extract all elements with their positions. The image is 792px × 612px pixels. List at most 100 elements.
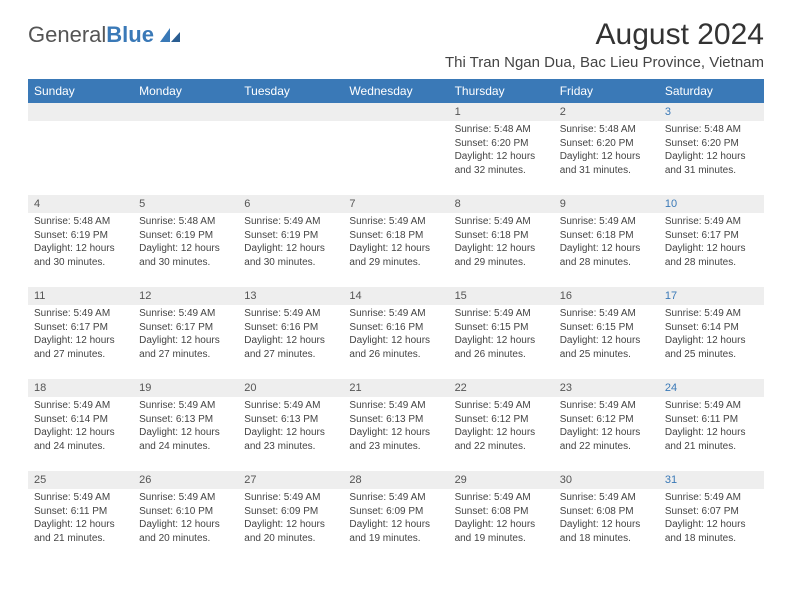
calendar-day-cell: 5Sunrise: 5:48 AMSunset: 6:19 PMDaylight… — [133, 195, 238, 287]
calendar-day-cell: 26Sunrise: 5:49 AMSunset: 6:10 PMDayligh… — [133, 471, 238, 563]
calendar-day-cell: 4Sunrise: 5:48 AMSunset: 6:19 PMDaylight… — [28, 195, 133, 287]
calendar-day-cell: 3Sunrise: 5:48 AMSunset: 6:20 PMDaylight… — [659, 103, 764, 195]
day-number: 15 — [449, 287, 554, 305]
day-details: Sunrise: 5:49 AMSunset: 6:08 PMDaylight:… — [449, 489, 554, 549]
day-details: Sunrise: 5:49 AMSunset: 6:18 PMDaylight:… — [449, 213, 554, 273]
day-details: Sunrise: 5:49 AMSunset: 6:17 PMDaylight:… — [659, 213, 764, 273]
day-number: 28 — [343, 471, 448, 489]
calendar-day-cell: 2Sunrise: 5:48 AMSunset: 6:20 PMDaylight… — [554, 103, 659, 195]
day-number: 19 — [133, 379, 238, 397]
day-details: Sunrise: 5:49 AMSunset: 6:13 PMDaylight:… — [343, 397, 448, 457]
calendar-day-cell: 22Sunrise: 5:49 AMSunset: 6:12 PMDayligh… — [449, 379, 554, 471]
day-number: 13 — [238, 287, 343, 305]
title-block: August 2024 Thi Tran Ngan Dua, Bac Lieu … — [445, 18, 764, 71]
day-number: 9 — [554, 195, 659, 213]
calendar-day-cell: 14Sunrise: 5:49 AMSunset: 6:16 PMDayligh… — [343, 287, 448, 379]
day-number — [28, 103, 133, 121]
calendar-day-cell: 24Sunrise: 5:49 AMSunset: 6:11 PMDayligh… — [659, 379, 764, 471]
day-number: 22 — [449, 379, 554, 397]
day-details: Sunrise: 5:48 AMSunset: 6:19 PMDaylight:… — [28, 213, 133, 273]
day-details: Sunrise: 5:48 AMSunset: 6:20 PMDaylight:… — [554, 121, 659, 181]
calendar-day-cell: 29Sunrise: 5:49 AMSunset: 6:08 PMDayligh… — [449, 471, 554, 563]
weekday-header: Sunday — [28, 79, 133, 103]
day-details: Sunrise: 5:49 AMSunset: 6:12 PMDaylight:… — [554, 397, 659, 457]
day-details: Sunrise: 5:49 AMSunset: 6:09 PMDaylight:… — [238, 489, 343, 549]
weekday-header: Saturday — [659, 79, 764, 103]
calendar-body: 1Sunrise: 5:48 AMSunset: 6:20 PMDaylight… — [28, 103, 764, 563]
day-details: Sunrise: 5:49 AMSunset: 6:13 PMDaylight:… — [238, 397, 343, 457]
header: GeneralBlue August 2024 Thi Tran Ngan Du… — [28, 18, 764, 71]
day-details: Sunrise: 5:48 AMSunset: 6:20 PMDaylight:… — [449, 121, 554, 181]
calendar-day-cell: 19Sunrise: 5:49 AMSunset: 6:13 PMDayligh… — [133, 379, 238, 471]
day-details: Sunrise: 5:49 AMSunset: 6:16 PMDaylight:… — [238, 305, 343, 365]
day-number: 18 — [28, 379, 133, 397]
day-details: Sunrise: 5:49 AMSunset: 6:18 PMDaylight:… — [343, 213, 448, 273]
calendar-week-row: 11Sunrise: 5:49 AMSunset: 6:17 PMDayligh… — [28, 287, 764, 379]
calendar-day-cell: 10Sunrise: 5:49 AMSunset: 6:17 PMDayligh… — [659, 195, 764, 287]
calendar-day-cell: 18Sunrise: 5:49 AMSunset: 6:14 PMDayligh… — [28, 379, 133, 471]
day-details: Sunrise: 5:49 AMSunset: 6:11 PMDaylight:… — [28, 489, 133, 549]
day-number: 7 — [343, 195, 448, 213]
day-number: 4 — [28, 195, 133, 213]
calendar-day-cell: 28Sunrise: 5:49 AMSunset: 6:09 PMDayligh… — [343, 471, 448, 563]
calendar-day-cell: 25Sunrise: 5:49 AMSunset: 6:11 PMDayligh… — [28, 471, 133, 563]
weekday-header: Tuesday — [238, 79, 343, 103]
calendar-day-cell: 1Sunrise: 5:48 AMSunset: 6:20 PMDaylight… — [449, 103, 554, 195]
calendar-day-cell: 17Sunrise: 5:49 AMSunset: 6:14 PMDayligh… — [659, 287, 764, 379]
calendar-day-cell: 15Sunrise: 5:49 AMSunset: 6:15 PMDayligh… — [449, 287, 554, 379]
day-details: Sunrise: 5:49 AMSunset: 6:16 PMDaylight:… — [343, 305, 448, 365]
calendar-day-cell — [343, 103, 448, 195]
day-number — [343, 103, 448, 121]
day-number: 26 — [133, 471, 238, 489]
day-number: 5 — [133, 195, 238, 213]
day-number: 12 — [133, 287, 238, 305]
day-details: Sunrise: 5:49 AMSunset: 6:17 PMDaylight:… — [133, 305, 238, 365]
weekday-header: Thursday — [449, 79, 554, 103]
calendar-table: SundayMondayTuesdayWednesdayThursdayFrid… — [28, 79, 764, 563]
calendar-week-row: 1Sunrise: 5:48 AMSunset: 6:20 PMDaylight… — [28, 103, 764, 195]
day-details: Sunrise: 5:48 AMSunset: 6:20 PMDaylight:… — [659, 121, 764, 181]
day-details: Sunrise: 5:49 AMSunset: 6:15 PMDaylight:… — [554, 305, 659, 365]
day-details: Sunrise: 5:48 AMSunset: 6:19 PMDaylight:… — [133, 213, 238, 273]
logo-text-blue: Blue — [106, 22, 154, 48]
calendar-day-cell: 8Sunrise: 5:49 AMSunset: 6:18 PMDaylight… — [449, 195, 554, 287]
day-number: 6 — [238, 195, 343, 213]
day-details: Sunrise: 5:49 AMSunset: 6:08 PMDaylight:… — [554, 489, 659, 549]
logo-text-general: General — [28, 22, 106, 48]
calendar-day-cell: 31Sunrise: 5:49 AMSunset: 6:07 PMDayligh… — [659, 471, 764, 563]
day-number: 2 — [554, 103, 659, 121]
calendar-day-cell: 20Sunrise: 5:49 AMSunset: 6:13 PMDayligh… — [238, 379, 343, 471]
calendar-day-cell: 7Sunrise: 5:49 AMSunset: 6:18 PMDaylight… — [343, 195, 448, 287]
day-details: Sunrise: 5:49 AMSunset: 6:17 PMDaylight:… — [28, 305, 133, 365]
day-number: 21 — [343, 379, 448, 397]
day-number — [133, 103, 238, 121]
day-number: 3 — [659, 103, 764, 121]
calendar-day-cell: 12Sunrise: 5:49 AMSunset: 6:17 PMDayligh… — [133, 287, 238, 379]
day-number: 10 — [659, 195, 764, 213]
day-details: Sunrise: 5:49 AMSunset: 6:19 PMDaylight:… — [238, 213, 343, 273]
day-number: 8 — [449, 195, 554, 213]
calendar-day-cell: 30Sunrise: 5:49 AMSunset: 6:08 PMDayligh… — [554, 471, 659, 563]
weekday-header: Wednesday — [343, 79, 448, 103]
calendar-day-cell: 21Sunrise: 5:49 AMSunset: 6:13 PMDayligh… — [343, 379, 448, 471]
calendar-day-cell — [133, 103, 238, 195]
calendar-week-row: 18Sunrise: 5:49 AMSunset: 6:14 PMDayligh… — [28, 379, 764, 471]
day-number: 27 — [238, 471, 343, 489]
calendar-day-cell: 23Sunrise: 5:49 AMSunset: 6:12 PMDayligh… — [554, 379, 659, 471]
calendar-week-row: 4Sunrise: 5:48 AMSunset: 6:19 PMDaylight… — [28, 195, 764, 287]
day-details: Sunrise: 5:49 AMSunset: 6:14 PMDaylight:… — [659, 305, 764, 365]
day-number: 23 — [554, 379, 659, 397]
day-number: 29 — [449, 471, 554, 489]
day-number: 16 — [554, 287, 659, 305]
day-number: 30 — [554, 471, 659, 489]
day-details: Sunrise: 5:49 AMSunset: 6:14 PMDaylight:… — [28, 397, 133, 457]
day-number: 20 — [238, 379, 343, 397]
month-title: August 2024 — [445, 18, 764, 52]
weekday-header: Monday — [133, 79, 238, 103]
day-details: Sunrise: 5:49 AMSunset: 6:09 PMDaylight:… — [343, 489, 448, 549]
location-text: Thi Tran Ngan Dua, Bac Lieu Province, Vi… — [445, 54, 764, 71]
calendar-day-cell: 6Sunrise: 5:49 AMSunset: 6:19 PMDaylight… — [238, 195, 343, 287]
day-number: 17 — [659, 287, 764, 305]
weekday-header: Friday — [554, 79, 659, 103]
day-details: Sunrise: 5:49 AMSunset: 6:12 PMDaylight:… — [449, 397, 554, 457]
